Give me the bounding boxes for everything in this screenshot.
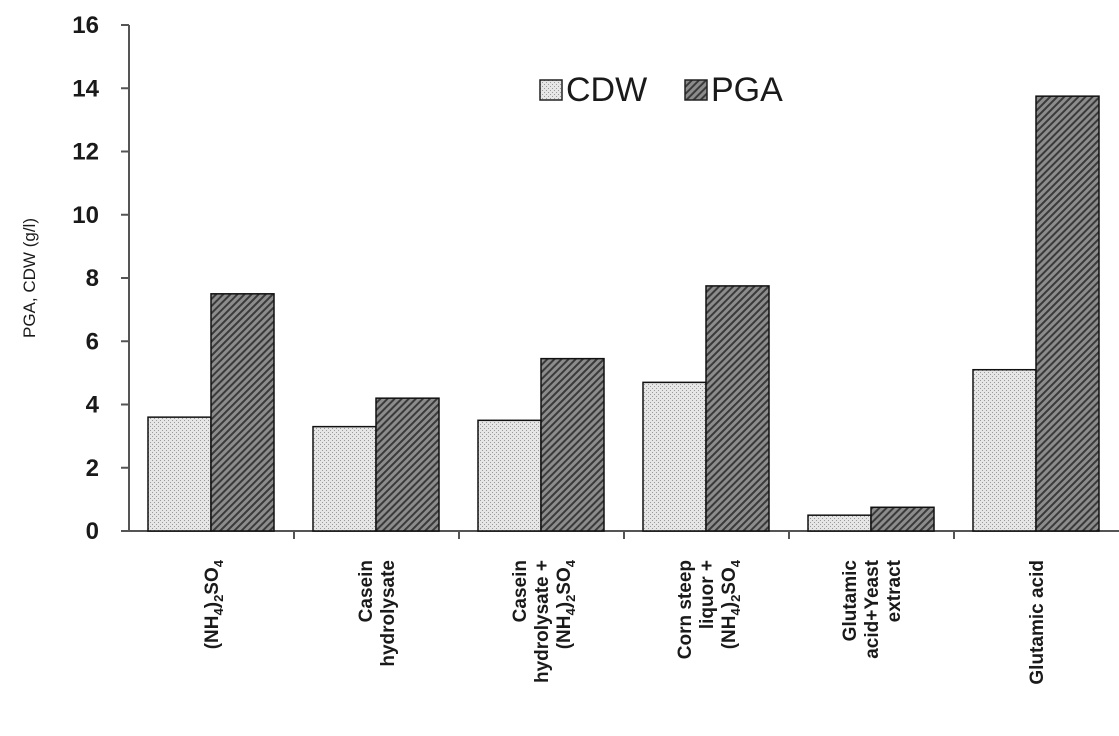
category-label-line: extract xyxy=(884,559,905,622)
legend-swatch-cdw xyxy=(539,79,563,101)
category-label-line: hydrolysate xyxy=(378,560,399,667)
bar-cdw-c2 xyxy=(312,425,377,532)
category-label-c1: (NH4)2SO4 xyxy=(202,559,226,649)
label-text: hydrolysate + xyxy=(532,560,553,683)
y-tick-label: 6 xyxy=(86,328,99,355)
y-tick-label: 12 xyxy=(72,139,99,166)
subscript-text: 4 xyxy=(728,559,743,567)
bar-pga-c2 xyxy=(375,397,440,532)
label-text: ) xyxy=(719,602,740,608)
category-label-line: (NH4)2SO4 xyxy=(554,559,578,649)
y-tick-label: 0 xyxy=(86,518,99,545)
legend-label-pga: PGA xyxy=(711,71,783,109)
bar-pga-c1 xyxy=(210,293,275,532)
bar-pga-c5 xyxy=(870,506,935,532)
label-text: extract xyxy=(884,559,905,622)
label-text: SO xyxy=(719,567,740,594)
label-text: SO xyxy=(202,567,223,594)
label-text: ) xyxy=(554,602,575,608)
subscript-text: 4 xyxy=(211,559,226,567)
bar-pga-c6 xyxy=(1035,95,1100,532)
label-text: (NH xyxy=(202,615,223,649)
category-label-c5: Glutamic acid+Yeast extract xyxy=(840,559,905,658)
category-label-c4: Corn steep liquor +(NH4)2SO4 xyxy=(675,559,743,659)
label-text: SO xyxy=(554,567,575,594)
bar-cdw-c6 xyxy=(972,368,1037,532)
category-label-c3: Casein hydrolysate + (NH4)2SO4 xyxy=(510,559,578,683)
category-label-line: Casein xyxy=(356,560,377,622)
label-text: Corn steep xyxy=(675,560,696,659)
category-label-c2: Casein hydrolysate xyxy=(356,560,399,667)
label-text: hydrolysate xyxy=(378,560,399,667)
label-text: (NH xyxy=(719,615,740,649)
category-label-line: Glutamic xyxy=(840,560,861,642)
subscript-text: 4 xyxy=(563,607,578,615)
label-text: liquor + xyxy=(697,560,718,629)
bar-pga-c4 xyxy=(705,285,770,532)
category-label-line: Casein xyxy=(510,560,531,622)
category-label-line: liquor + xyxy=(697,560,718,629)
label-text: Casein xyxy=(356,560,377,622)
bar-cdw-c3 xyxy=(477,419,542,532)
bar-cdw-c4 xyxy=(642,381,707,532)
label-text: (NH xyxy=(554,615,575,649)
label-text: Glutamic xyxy=(840,560,861,642)
legend-label-cdw: CDW xyxy=(566,71,647,109)
bar-cdw-c5 xyxy=(807,514,872,532)
y-tick-label: 16 xyxy=(72,12,99,39)
label-text: ) xyxy=(202,602,223,608)
label-text: Casein xyxy=(510,560,531,622)
bar-pga-c3 xyxy=(540,357,605,532)
subscript-text: 2 xyxy=(728,595,743,602)
bar-cdw-c1 xyxy=(147,416,212,532)
label-text: Glutamic acid xyxy=(1027,560,1048,685)
legend-swatch-pga xyxy=(684,79,708,101)
subscript-text: 2 xyxy=(563,595,578,602)
y-axis-label: PGA, CDW (g/l) xyxy=(20,218,39,338)
subscript-text: 4 xyxy=(211,607,226,615)
y-tick-label: 14 xyxy=(72,75,99,102)
category-label-line: (NH4)2SO4 xyxy=(202,559,226,649)
category-label-c6: Glutamic acid xyxy=(1027,560,1048,685)
category-label-line: (NH4)2SO4 xyxy=(719,559,743,649)
y-tick-label: 4 xyxy=(86,392,100,419)
y-tick-label: 2 xyxy=(86,455,99,482)
category-label-line: hydrolysate + xyxy=(532,560,553,683)
y-tick-label: 10 xyxy=(72,202,99,229)
label-text: acid+Yeast xyxy=(862,559,883,658)
category-label-line: Corn steep xyxy=(675,560,696,659)
subscript-text: 2 xyxy=(211,595,226,602)
subscript-text: 4 xyxy=(728,607,743,615)
y-tick-label: 8 xyxy=(86,265,99,292)
subscript-text: 4 xyxy=(563,559,578,567)
category-label-line: Glutamic acid xyxy=(1027,560,1048,685)
category-label-line: acid+Yeast xyxy=(862,559,883,658)
